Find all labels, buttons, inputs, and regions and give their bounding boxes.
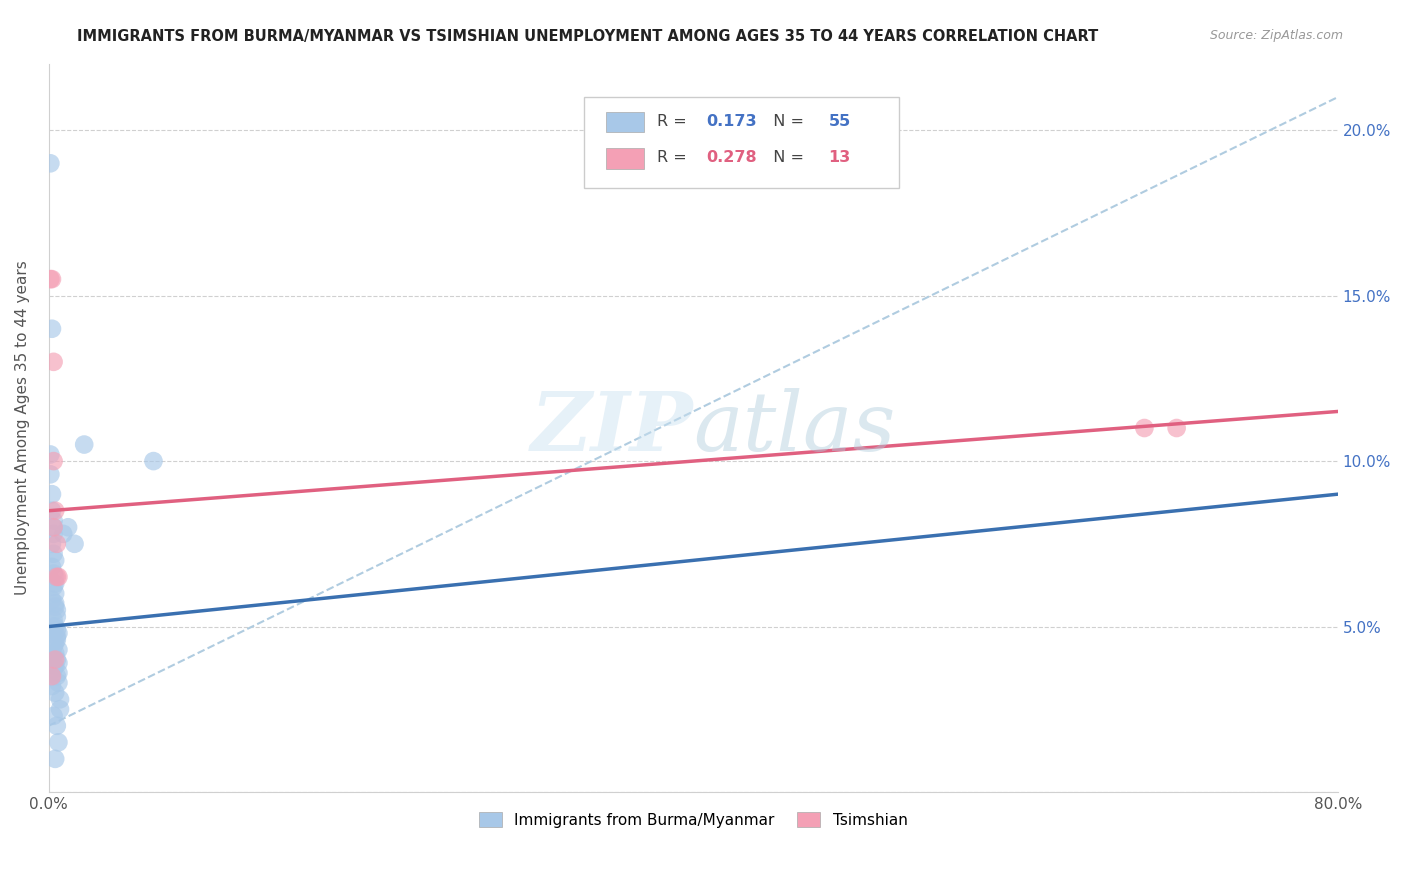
- Point: [48, 570, 70, 584]
- Y-axis label: Unemployment Among Ages 35 to 44 years: Unemployment Among Ages 35 to 44 years: [15, 260, 30, 595]
- Point: [49, 702, 72, 716]
- Point: [42, 709, 65, 723]
- Point: [1133, 421, 1156, 435]
- Point: [41, 679, 63, 693]
- Point: [42, 580, 65, 594]
- Point: [49, 692, 72, 706]
- Text: ZIP: ZIP: [530, 388, 693, 468]
- Point: [48, 656, 70, 670]
- FancyBboxPatch shape: [606, 112, 644, 133]
- Point: [39, 448, 62, 462]
- Point: [44, 752, 66, 766]
- Point: [48, 675, 70, 690]
- Point: [45, 609, 67, 624]
- Point: [41, 487, 63, 501]
- Point: [45, 603, 67, 617]
- Point: [42, 527, 65, 541]
- Point: [41, 619, 63, 633]
- Point: [42, 566, 65, 581]
- Point: [45, 630, 67, 644]
- Text: 0.173: 0.173: [706, 114, 756, 129]
- Point: [45, 537, 67, 551]
- Point: [39, 272, 62, 286]
- Point: [41, 669, 63, 683]
- Point: [42, 355, 65, 369]
- Text: IMMIGRANTS FROM BURMA/MYANMAR VS TSIMSHIAN UNEMPLOYMENT AMONG AGES 35 TO 44 YEAR: IMMIGRANTS FROM BURMA/MYANMAR VS TSIMSHI…: [77, 29, 1098, 45]
- Point: [42, 547, 65, 561]
- Point: [142, 454, 165, 468]
- Text: Source: ZipAtlas.com: Source: ZipAtlas.com: [1209, 29, 1343, 43]
- Point: [56, 520, 79, 534]
- Point: [45, 652, 67, 666]
- Text: N =: N =: [763, 114, 808, 129]
- Point: [41, 537, 63, 551]
- Point: [42, 520, 65, 534]
- Point: [48, 642, 70, 657]
- Point: [44, 659, 66, 673]
- FancyBboxPatch shape: [583, 97, 900, 188]
- Point: [41, 272, 63, 286]
- Point: [42, 514, 65, 528]
- Text: 55: 55: [828, 114, 851, 129]
- Point: [42, 454, 65, 468]
- Point: [45, 632, 67, 647]
- Point: [44, 586, 66, 600]
- Point: [63, 537, 86, 551]
- Point: [44, 596, 66, 610]
- Point: [39, 467, 62, 482]
- Text: 0.278: 0.278: [706, 151, 756, 165]
- Point: [1166, 421, 1188, 435]
- Point: [42, 663, 65, 677]
- Text: N =: N =: [763, 151, 808, 165]
- Point: [44, 553, 66, 567]
- Legend: Immigrants from Burma/Myanmar, Tsimshian: Immigrants from Burma/Myanmar, Tsimshian: [471, 804, 915, 835]
- Point: [41, 649, 63, 664]
- Point: [41, 504, 63, 518]
- Point: [42, 520, 65, 534]
- Text: atlas: atlas: [693, 388, 896, 468]
- Point: [44, 619, 66, 633]
- Point: [44, 504, 66, 518]
- Text: R =: R =: [657, 114, 692, 129]
- Text: 13: 13: [828, 151, 851, 165]
- Point: [44, 686, 66, 700]
- Point: [44, 570, 66, 584]
- Point: [41, 322, 63, 336]
- Point: [41, 560, 63, 574]
- Point: [42, 640, 65, 654]
- Point: [48, 735, 70, 749]
- Point: [44, 599, 66, 614]
- Point: [48, 665, 70, 680]
- Point: [73, 437, 96, 451]
- Point: [48, 626, 70, 640]
- Point: [45, 719, 67, 733]
- Point: [44, 646, 66, 660]
- Point: [39, 156, 62, 170]
- Point: [44, 652, 66, 666]
- Point: [44, 576, 66, 591]
- Point: [45, 669, 67, 683]
- Point: [41, 593, 63, 607]
- Point: [45, 570, 67, 584]
- Point: [45, 623, 67, 637]
- Point: [52, 527, 75, 541]
- Point: [44, 636, 66, 650]
- Point: [42, 613, 65, 627]
- FancyBboxPatch shape: [606, 148, 644, 169]
- Text: R =: R =: [657, 151, 692, 165]
